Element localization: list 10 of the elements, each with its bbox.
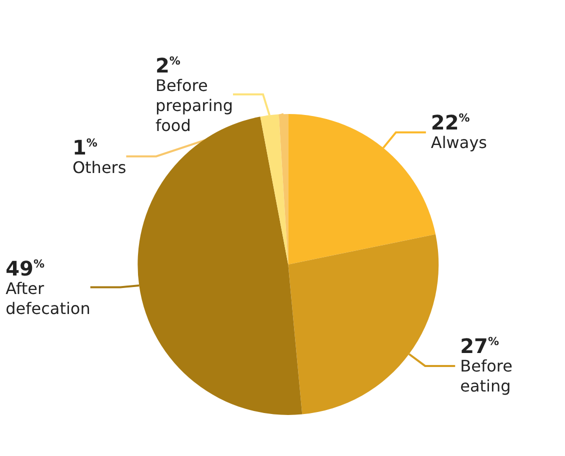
slice-label: Before preparing food — [155, 76, 233, 135]
slice-label: Always — [430, 132, 488, 152]
data-label: 27% — [460, 334, 499, 358]
slice-label: Others — [72, 158, 126, 177]
data-label: 2% — [155, 53, 180, 78]
data-label: 22% — [430, 110, 470, 134]
slice-label: After defecation — [6, 278, 90, 318]
slice-label: Before eating — [460, 356, 512, 396]
data-label: 49% — [6, 256, 44, 280]
data-label: 1% — [72, 135, 98, 160]
